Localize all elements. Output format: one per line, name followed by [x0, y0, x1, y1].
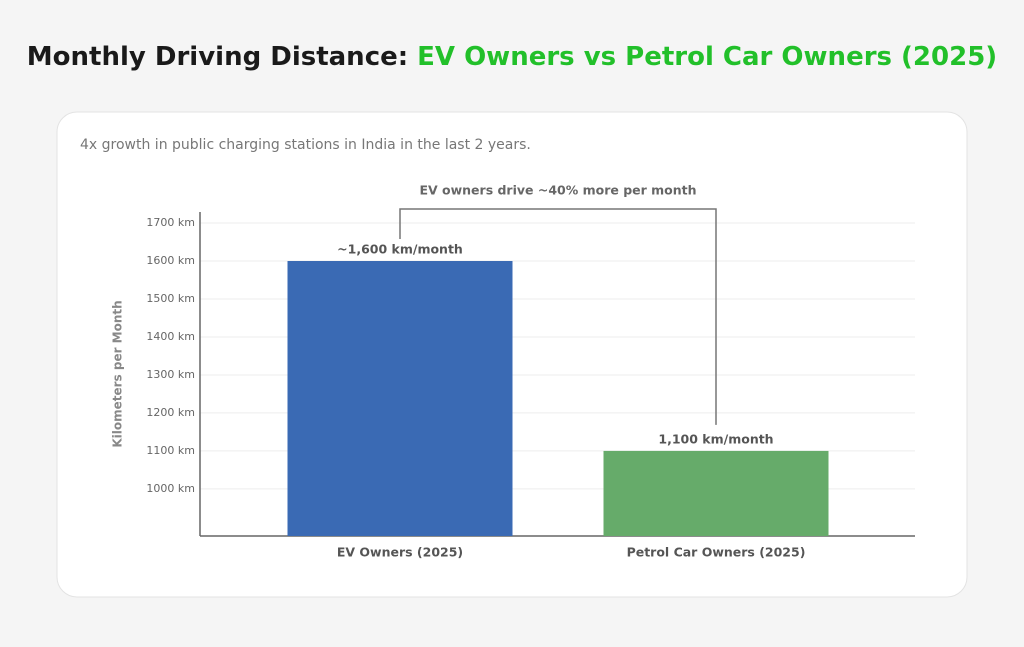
title-main: Monthly Driving Distance:: [27, 42, 408, 72]
annotation: EV owners drive ~40% more per month: [419, 183, 696, 198]
bar: [287, 260, 513, 536]
y-tick-label: 1000 km: [146, 482, 195, 495]
value-label: 1,100 km/month: [658, 431, 773, 446]
chart-title: Monthly Driving Distance: EV Owners vs Pe…: [27, 42, 997, 72]
value-label: ~1,600 km/month: [337, 241, 463, 256]
y-tick-label: 1300 km: [146, 368, 195, 381]
y-tick-label: 1600 km: [146, 254, 195, 267]
y-tick-label: 1200 km: [146, 406, 195, 419]
y-tick-label: 1400 km: [146, 330, 195, 343]
annotation-bracket: [399, 208, 717, 425]
x-tick-label: Petrol Car Owners (2025): [627, 545, 806, 560]
subtitle: 4x growth in public charging stations in…: [80, 137, 531, 153]
bar: [603, 450, 829, 536]
y-tick-label: 1100 km: [146, 444, 195, 457]
title-highlight: EV Owners vs Petrol Car Owners (2025): [417, 42, 997, 72]
y-axis-label: Kilometers per Month: [111, 300, 125, 447]
x-tick-label: EV Owners (2025): [337, 545, 463, 560]
y-tick-label: 1700 km: [146, 216, 195, 229]
y-tick-label: 1500 km: [146, 292, 195, 305]
